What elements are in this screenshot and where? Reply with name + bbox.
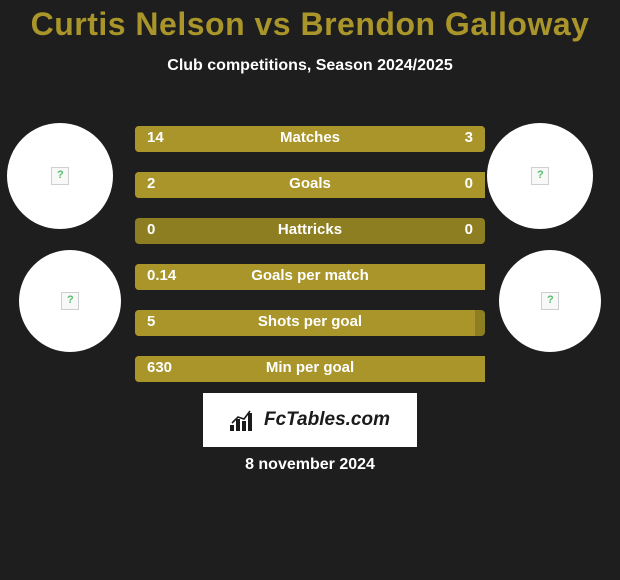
player-avatar-circle (487, 123, 593, 229)
stat-row-label: Min per goal (135, 359, 485, 376)
fctables-logo-icon (230, 409, 258, 431)
stat-row-right-value: 0 (465, 175, 473, 192)
stat-row-label: Goals per match (135, 267, 485, 284)
stat-row: Hattricks0 0 (135, 218, 485, 244)
stat-row-left-value: 5 (147, 313, 155, 330)
stat-row-label: Matches (135, 129, 485, 146)
player-avatar-circle (499, 250, 601, 352)
stat-row-right-value: 3 (465, 129, 473, 146)
stat-row: Goals per match0.14 (135, 264, 485, 290)
stat-row: Shots per goal5 (135, 310, 485, 336)
image-placeholder-icon (541, 292, 559, 310)
stat-row-left-value: 0 (147, 221, 155, 238)
stat-row-label: Hattricks (135, 221, 485, 238)
logo-text: FcTables.com (264, 409, 390, 431)
stat-row-right-value: 0 (465, 221, 473, 238)
date-label: 8 november 2024 (0, 456, 620, 474)
stat-row: Goals2 0 (135, 172, 485, 198)
stat-row-label: Goals (135, 175, 485, 192)
image-placeholder-icon (51, 167, 69, 185)
image-placeholder-icon (531, 167, 549, 185)
player-avatar-circle (19, 250, 121, 352)
stat-rows: Matches143Goals20Hattricks00Goals per ma… (135, 126, 485, 402)
player-avatar-circle (7, 123, 113, 229)
stat-row-left-value: 14 (147, 129, 164, 146)
page-title: Curtis Nelson vs Brendon Galloway (0, 0, 620, 43)
stat-row-left-value: 630 (147, 359, 172, 376)
stat-row-left-value: 2 (147, 175, 155, 192)
image-placeholder-icon (61, 292, 79, 310)
stat-row-left-value: 0.14 (147, 267, 176, 284)
comparison-infographic: Curtis Nelson vs Brendon Galloway Club c… (0, 0, 620, 580)
logo-box: FcTables.com (203, 393, 417, 447)
stat-row-label: Shots per goal (135, 313, 485, 330)
stat-row: Min per goal630 (135, 356, 485, 382)
page-subtitle: Club competitions, Season 2024/2025 (0, 57, 620, 75)
stat-row: Matches14 3 (135, 126, 485, 152)
